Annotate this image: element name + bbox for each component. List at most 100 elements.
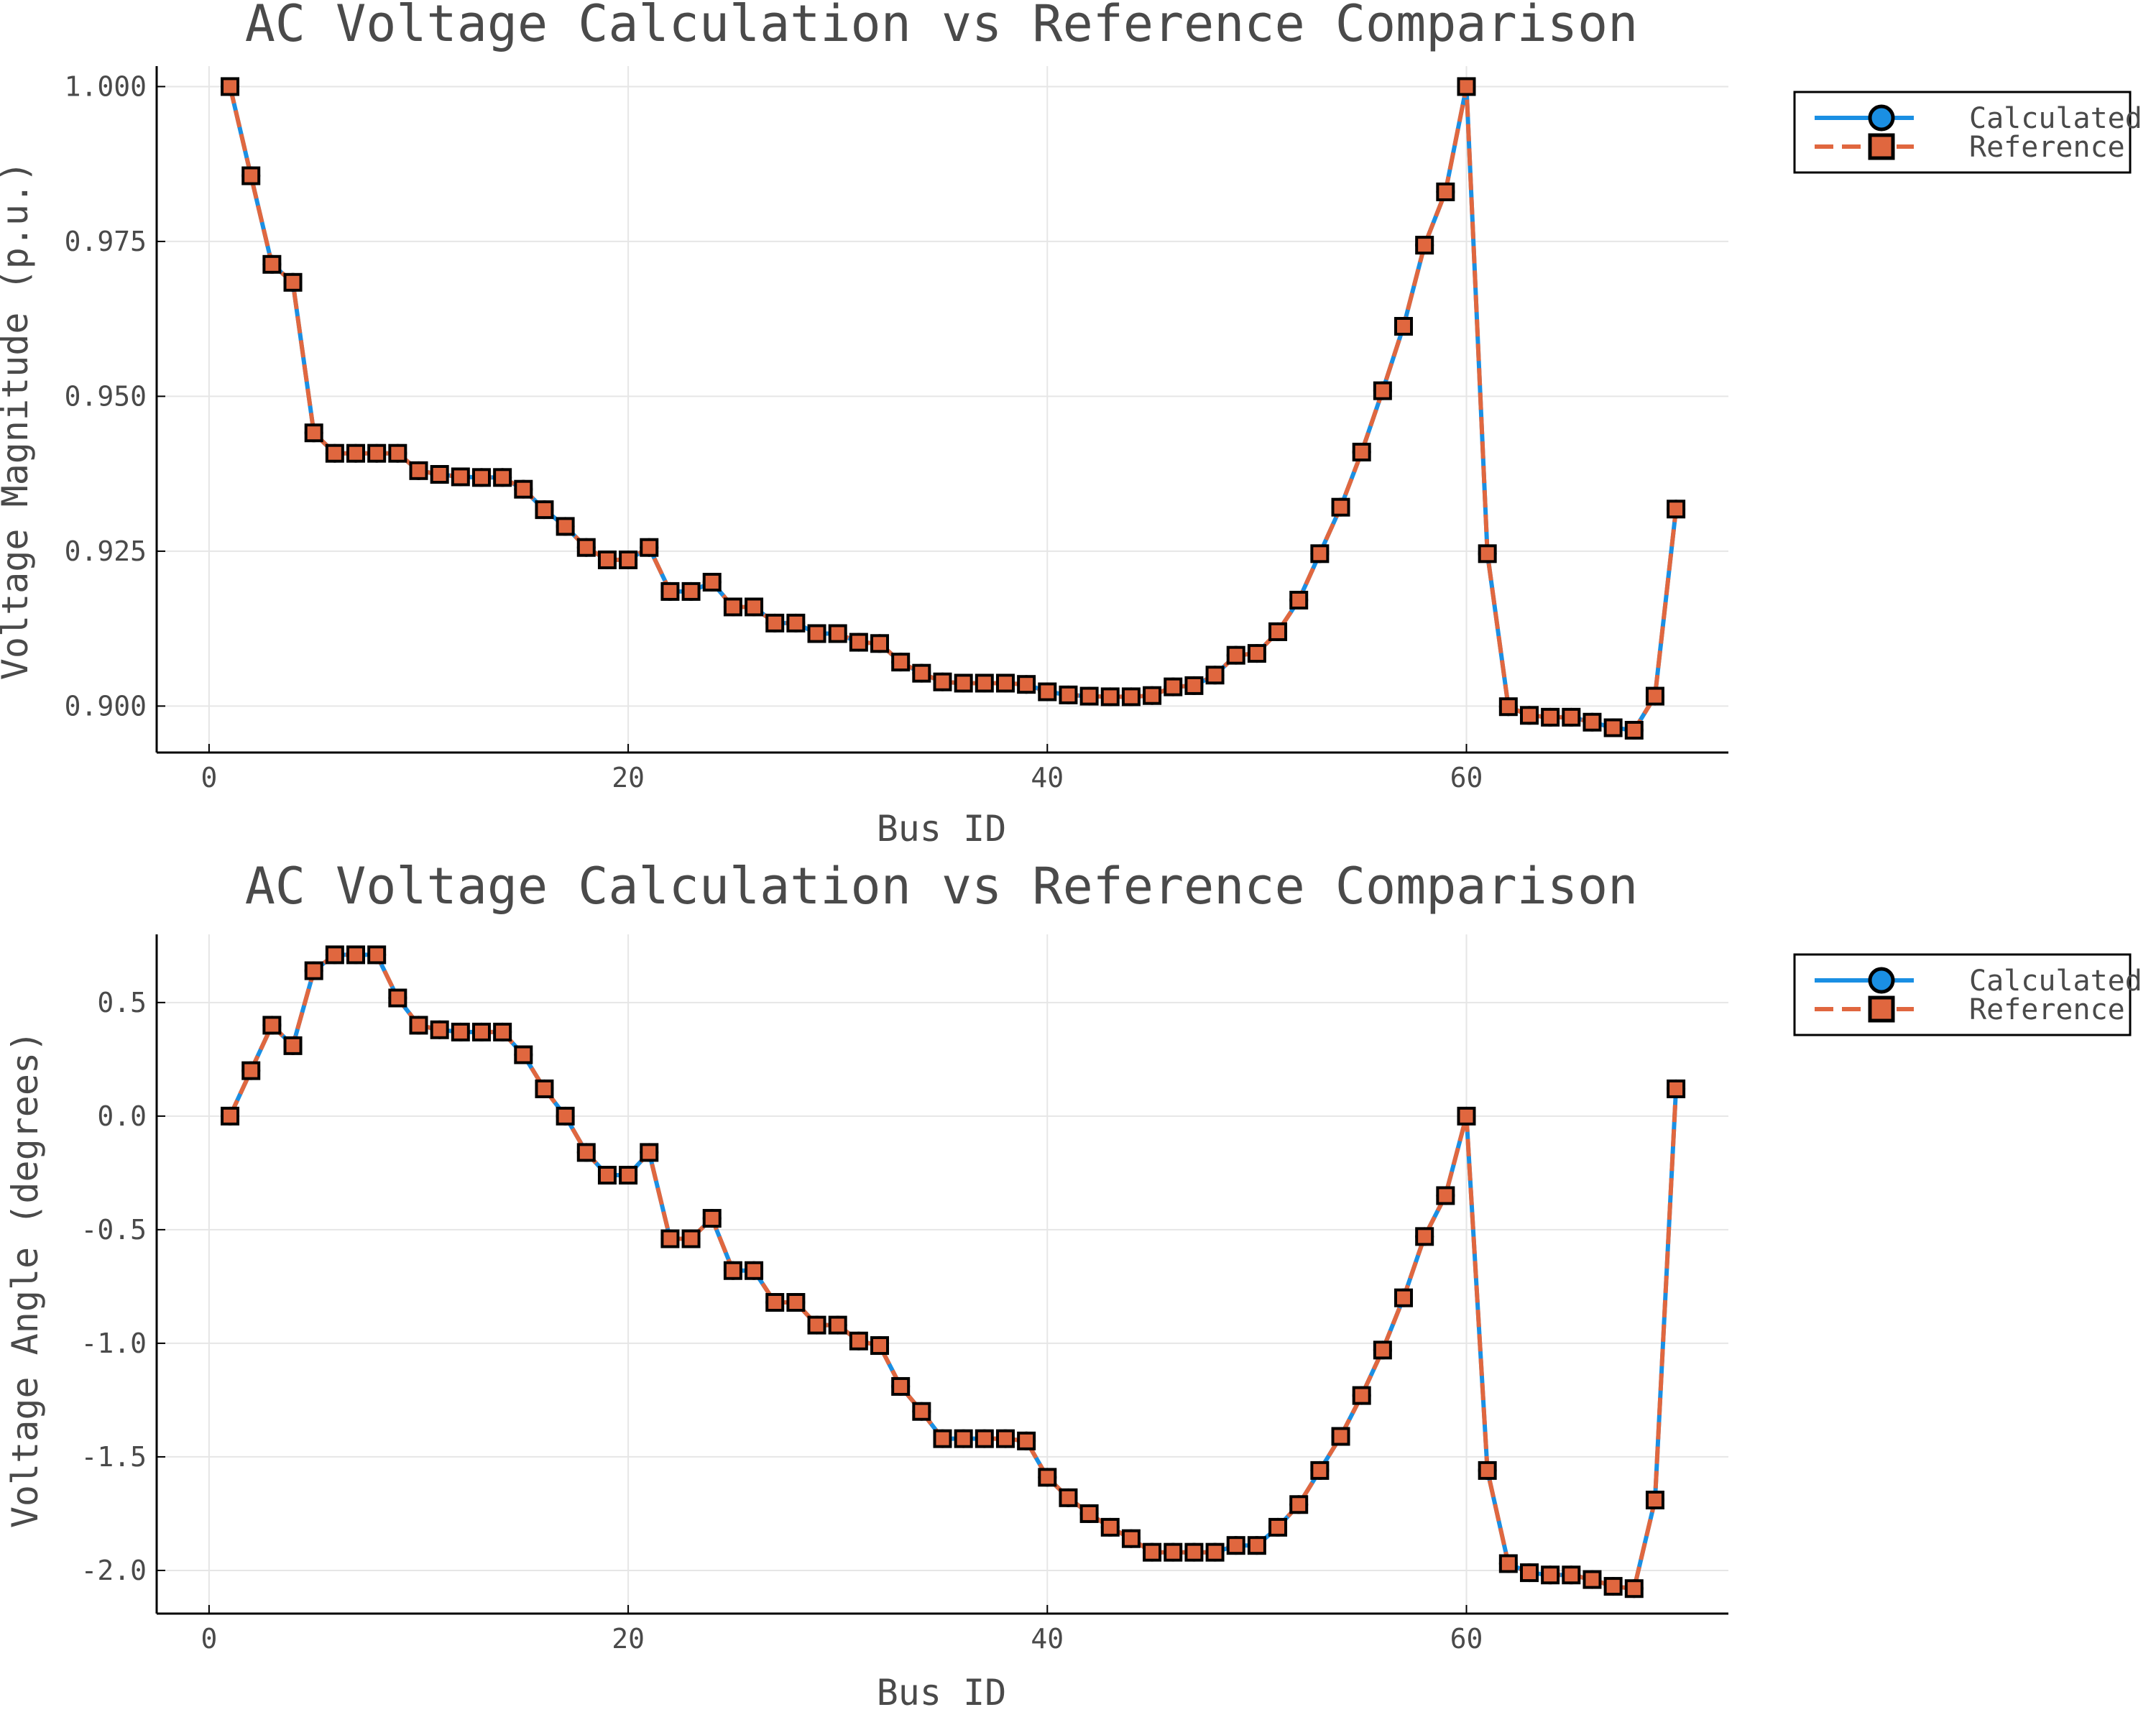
reference-point <box>1017 1431 1036 1450</box>
reference-line <box>228 952 1679 1591</box>
reference-point <box>325 945 344 965</box>
reference-point <box>367 443 387 463</box>
panel-angle-legend: Calculated Reference <box>1793 953 2142 1036</box>
reference-point <box>1436 1186 1455 1205</box>
panel-magnitude-ylabel: Voltage Magnitude (p.u.) <box>0 161 36 680</box>
reference-point <box>493 1022 512 1041</box>
reference-point <box>556 517 575 536</box>
reference-point <box>1373 1340 1392 1360</box>
y-tick-label: 0.925 <box>65 535 147 567</box>
reference-point <box>388 443 407 463</box>
reference-point <box>1205 1542 1225 1562</box>
reference-point <box>1310 544 1330 564</box>
legend-calculated-label: Calculated <box>1969 965 2142 998</box>
reference-point <box>325 443 344 463</box>
reference-point <box>556 1106 575 1126</box>
reference-point <box>1373 381 1392 400</box>
reference-point <box>409 1016 428 1035</box>
reference-point <box>576 1143 596 1162</box>
reference-point <box>1100 1517 1120 1537</box>
x-tick-label: 0 <box>201 762 217 794</box>
reference-point <box>619 1166 638 1185</box>
reference-point <box>954 673 973 693</box>
reference-point <box>1059 685 1078 704</box>
reference-point <box>283 272 303 292</box>
reference-point <box>1017 675 1036 694</box>
y-tick-label: 0.975 <box>65 226 147 257</box>
reference-point <box>1268 1517 1288 1537</box>
reference-point <box>912 1402 931 1421</box>
reference-point <box>1289 1495 1309 1514</box>
reference-point <box>1247 1536 1266 1555</box>
reference-point <box>1184 676 1204 695</box>
reference-point <box>1415 1227 1434 1246</box>
reference-point <box>891 1376 911 1396</box>
panel-magnitude-grid <box>157 66 1728 753</box>
reference-point <box>933 1429 952 1448</box>
reference-point <box>660 581 680 601</box>
reference-point <box>535 1079 554 1098</box>
reference-point <box>1562 707 1581 727</box>
reference-point <box>1247 644 1266 663</box>
panel-magnitude: 0 20 40 60 0.900 0.925 0.950 0.975 1.000 AC Volt… <box>0 0 2142 850</box>
reference-point <box>1583 712 1602 732</box>
y-tick-label: 0.900 <box>65 690 147 722</box>
reference-point <box>346 443 366 463</box>
legend-reference-label: Reference <box>1969 993 2125 1026</box>
reference-point <box>933 672 952 691</box>
reference-point <box>1352 1386 1371 1405</box>
reference-point <box>765 1293 785 1312</box>
panel-angle-title: AC Voltage Calculation vs Reference Comp… <box>245 857 1639 916</box>
panel-magnitude-legend: Calculated Reference <box>1793 91 2142 174</box>
reference-point <box>451 1022 470 1041</box>
reference-point <box>975 1429 994 1448</box>
legend-box <box>1793 953 2132 1036</box>
reference-point <box>807 1315 826 1335</box>
reference-point <box>1541 1565 1560 1585</box>
x-tick-label: 40 <box>1031 762 1064 794</box>
panel-angle-xlabel: Bus ID <box>877 1672 1007 1714</box>
reference-point <box>221 77 240 96</box>
reference-point <box>262 1016 282 1035</box>
reference-point <box>283 1036 303 1055</box>
y-tick-label: -0.5 <box>80 1214 147 1246</box>
reference-point <box>1184 1542 1204 1562</box>
reference-point <box>1436 182 1455 201</box>
reference-line <box>228 84 1679 732</box>
reference-point <box>1519 1563 1539 1583</box>
y-tick-label: -1.5 <box>80 1441 147 1473</box>
reference-point <box>786 1293 806 1312</box>
reference-point <box>1645 686 1664 706</box>
reference-point <box>828 624 847 643</box>
reference-point <box>1498 697 1518 717</box>
reference-point <box>1121 687 1141 707</box>
reference-point <box>1478 1460 1497 1480</box>
reference-point <box>1645 1490 1664 1509</box>
reference-point <box>597 1166 617 1185</box>
reference-point <box>1667 500 1686 519</box>
reference-point <box>471 1022 491 1041</box>
reference-point <box>1079 686 1099 706</box>
reference-point <box>1415 236 1434 255</box>
reference-point <box>1583 1570 1602 1589</box>
legend-reference-marker <box>1868 133 1895 160</box>
reference-point <box>1164 677 1183 696</box>
reference-point <box>1143 1542 1162 1562</box>
reference-point <box>1519 706 1539 725</box>
reference-point <box>1331 497 1350 517</box>
x-tick-label: 60 <box>1450 1623 1483 1655</box>
reference-point <box>975 673 994 693</box>
reference-point <box>1457 1106 1476 1126</box>
reference-point <box>765 613 785 632</box>
reference-point <box>640 1143 659 1162</box>
reference-point <box>702 1209 722 1228</box>
reference-point <box>1100 687 1120 707</box>
panel-magnitude-axes: 0 20 40 60 0.900 0.925 0.950 0.975 1.000 <box>65 66 1728 794</box>
calculated-line <box>228 84 1679 732</box>
reference-point <box>786 613 806 632</box>
reference-point <box>745 1261 764 1280</box>
legend-calculated-label: Calculated <box>1969 102 2142 135</box>
reference-point <box>367 945 387 965</box>
reference-point <box>576 538 596 557</box>
